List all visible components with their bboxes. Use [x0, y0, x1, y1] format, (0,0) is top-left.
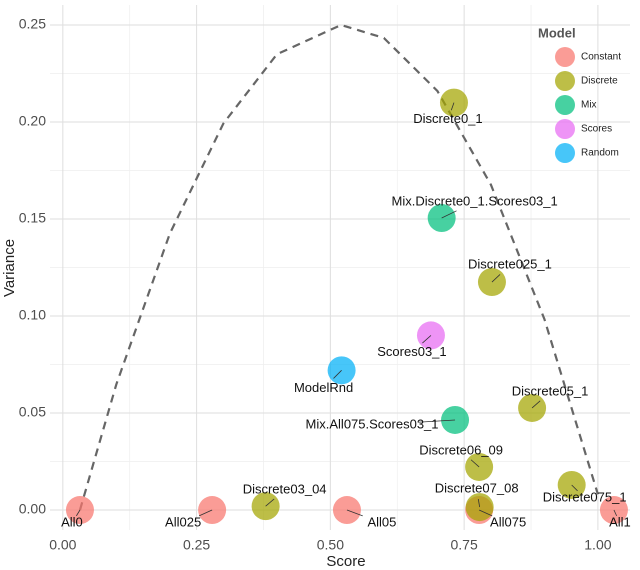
point-label: Discrete07_08: [435, 481, 519, 496]
labels: All0 All025 All05 All075 All1 Discrete0_1 Disc…: [61, 102, 631, 529]
legend-label: Random: [581, 148, 619, 159]
point-label: Discrete075_1: [543, 489, 627, 504]
point-label: All05: [367, 514, 396, 529]
point: [599, 496, 628, 525]
label-segment: [531, 400, 541, 409]
point: [332, 496, 361, 525]
points: [65, 88, 628, 525]
reference-curve: [78, 23, 599, 511]
label-segment: [571, 484, 578, 492]
point-label: Discrete06_09: [419, 442, 503, 457]
legend-title: Model: [538, 25, 576, 40]
x-tick-label: 0.75: [451, 537, 478, 553]
label-segment: [422, 335, 432, 344]
label-segment: [470, 459, 480, 468]
legend-label: Scores: [581, 124, 612, 135]
x-tick-label: 0.50: [317, 537, 344, 553]
point: [198, 496, 227, 525]
legend-swatch: [555, 95, 575, 115]
label-segment: [491, 274, 501, 283]
y-tick-label: 0.20: [19, 113, 46, 129]
label-segment: [477, 498, 481, 508]
label-segment: [441, 210, 457, 219]
y-axis-title: Variance: [1, 239, 18, 297]
x-axis-title: Score: [326, 553, 365, 570]
grid: [50, 5, 630, 530]
y-tick-label: 0.00: [19, 501, 46, 517]
legend-label: Mix: [581, 100, 597, 111]
point-label: All075: [490, 514, 526, 529]
point-label: Discrete05_1: [512, 383, 589, 398]
label-segment: [613, 509, 618, 517]
point-label: Scores03_1: [377, 344, 446, 359]
x-tick-label: 0.00: [49, 537, 76, 553]
point-label: Mix.All075.Scores03_1: [306, 416, 439, 431]
legend-swatch: [555, 71, 575, 91]
legend-swatch: [555, 47, 575, 67]
y-tick-label: 0.25: [19, 16, 46, 32]
point-label: All025: [165, 514, 201, 529]
y-tick-label: 0.15: [19, 210, 46, 226]
legend-label: Discrete: [581, 76, 618, 87]
point-label: ModelRnd: [294, 380, 353, 395]
point-label: Mix.Discrete0_1.Scores03_1: [392, 193, 558, 208]
label-segment: [450, 102, 455, 111]
x-tick-label: 0.25: [183, 537, 210, 553]
point-label: Discrete0_1: [413, 111, 482, 126]
y-tick-label: 0.10: [19, 307, 46, 323]
point: [65, 496, 94, 525]
x-tick-label: 1.00: [584, 537, 611, 553]
label-segment: [346, 509, 363, 517]
label-segment: [333, 370, 342, 379]
point-label: Discrete03_04: [243, 482, 327, 497]
legend-label: Constant: [581, 52, 621, 63]
label-segment: [198, 509, 213, 517]
legend-swatch: [555, 143, 575, 163]
legend-swatch: [555, 119, 575, 139]
label-segment: [265, 498, 275, 507]
label-segment: [478, 509, 493, 517]
y-tick-label: 0.05: [19, 404, 46, 420]
label-segment: [76, 509, 81, 517]
point-label: All1: [609, 514, 631, 529]
point-label: All0: [61, 514, 83, 529]
label-segment: [417, 419, 456, 423]
point-label: Discrete025_1: [468, 256, 552, 271]
